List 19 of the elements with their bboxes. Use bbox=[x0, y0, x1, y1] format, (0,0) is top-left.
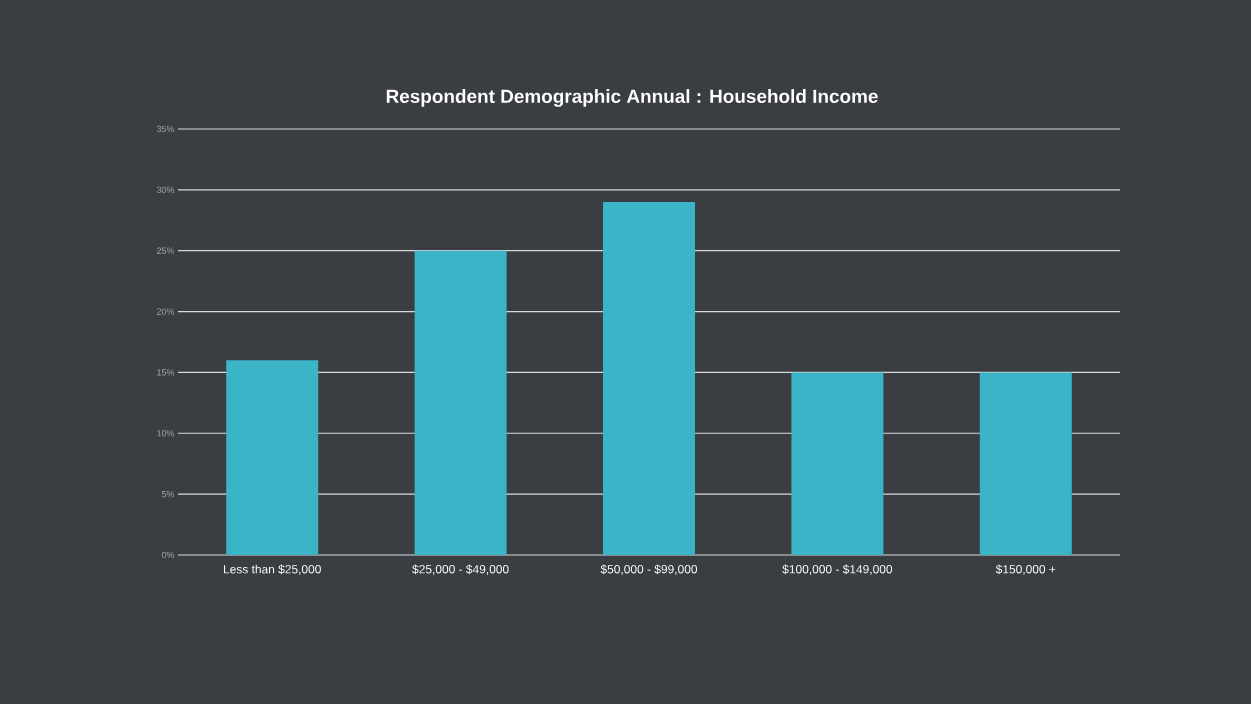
x-tick-label: $50,000 - $99,000 bbox=[600, 564, 698, 575]
x-tick-label: $100,000 - $149,000 bbox=[782, 564, 893, 575]
bar bbox=[414, 250, 507, 555]
y-tick-label: 0% bbox=[161, 551, 175, 559]
bar bbox=[603, 202, 696, 555]
bar bbox=[979, 372, 1072, 555]
x-tick-label: Less than $25,000 bbox=[224, 564, 321, 575]
y-tick-label: 20% bbox=[157, 308, 175, 315]
x-tick-label: $150,000 + bbox=[995, 564, 1056, 575]
chart-title: Respondent Demographic Annual : Household Income bbox=[386, 89, 878, 107]
x-tick-label: $25,000 - $49,000 bbox=[412, 564, 509, 575]
y-tick-label: 10% bbox=[157, 430, 175, 437]
bar bbox=[226, 360, 319, 555]
bar bbox=[791, 372, 884, 555]
y-tick-label: 25% bbox=[157, 247, 175, 254]
y-tick-label: 35% bbox=[156, 125, 175, 133]
y-tick-label: 5% bbox=[161, 490, 175, 498]
y-tick-label: 15% bbox=[157, 369, 175, 376]
y-tick-label: 30% bbox=[156, 186, 175, 194]
